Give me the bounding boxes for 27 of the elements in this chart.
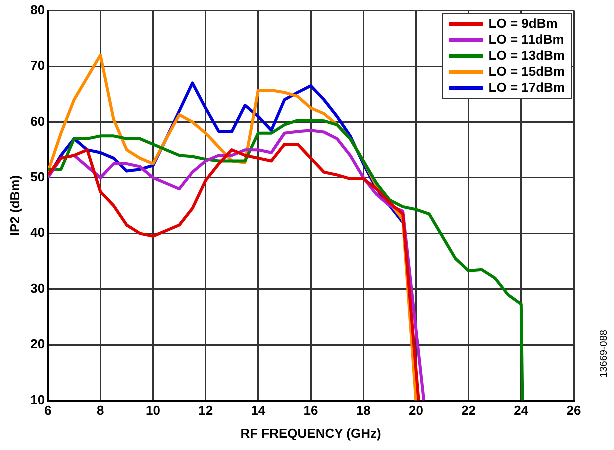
x-tick-label: 26 <box>566 403 582 418</box>
y-tick-label: 20 <box>30 336 46 352</box>
x-tick-label: 18 <box>356 403 371 418</box>
x-tick-label: 16 <box>304 403 318 418</box>
legend-label: LO = 11dBm <box>488 32 564 48</box>
y-tick-label: 80 <box>30 2 46 18</box>
x-tick-label: 22 <box>462 403 476 418</box>
y-axis-title: IP2 (dBm) <box>7 175 22 236</box>
text: 13669-088 <box>599 330 610 378</box>
x-tick-label: 14 <box>251 403 266 418</box>
legend-label: LO = 9dBm <box>488 16 558 32</box>
legend-label: LO = 15dBm <box>488 64 565 80</box>
x-tick-label: 8 <box>97 403 104 418</box>
legend-label: LO = 17dBm <box>488 80 565 96</box>
y-tick-label: 40 <box>30 225 46 240</box>
y-tick-label: 70 <box>30 58 46 74</box>
x-tick-label: 20 <box>408 403 424 418</box>
y-tick-label: 30 <box>30 280 46 296</box>
x-tick-label: 6 <box>44 403 52 418</box>
y-tick-label: 60 <box>30 114 46 129</box>
x-axis-title: RF FREQUENCY (GHz) <box>240 426 382 441</box>
x-tick-label: 12 <box>198 403 214 418</box>
legend-label: LO = 13dBm <box>488 48 565 64</box>
x-tick-label: 10 <box>146 403 160 418</box>
y-tick-label: 10 <box>30 392 46 408</box>
x-tick-label: 24 <box>514 403 530 418</box>
y-tick-label: 50 <box>30 170 46 185</box>
